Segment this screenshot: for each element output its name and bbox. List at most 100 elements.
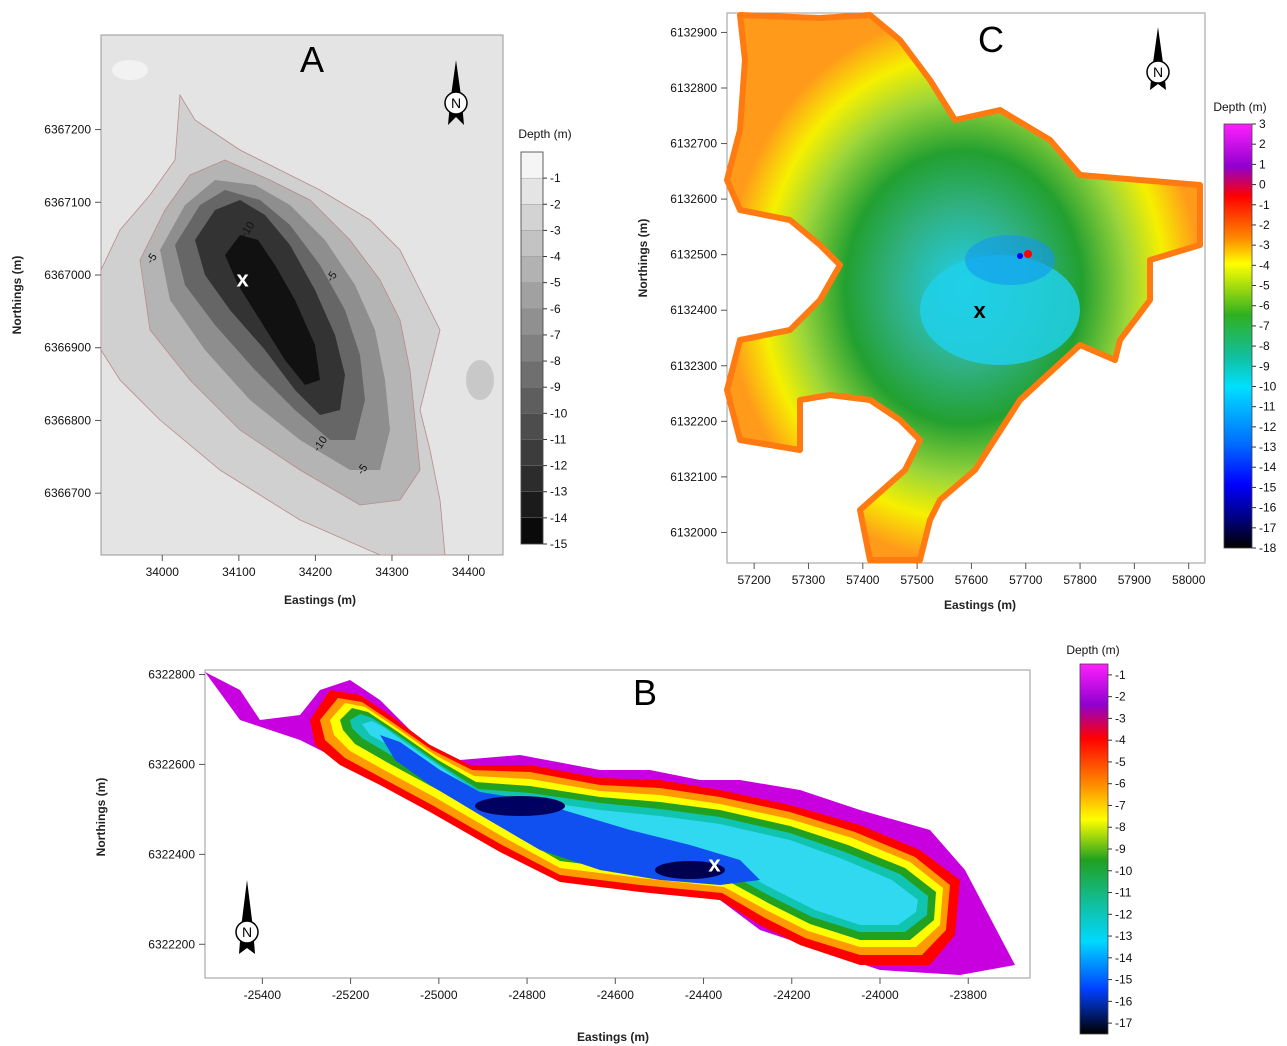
colorbar-tick-label: -10	[1259, 379, 1277, 393]
y-tick-label: 6366900	[44, 341, 91, 355]
colorbar-tick-label: -18	[1259, 541, 1277, 555]
panel-c-deep-zone	[965, 235, 1055, 285]
colorbar-step	[520, 282, 544, 309]
colorbar-tick-label: -1	[1115, 668, 1126, 682]
y-tick-label: 6366700	[44, 486, 91, 500]
colorbar-step	[520, 204, 544, 231]
panel-b-blue-core	[380, 735, 760, 885]
colorbar-step	[520, 308, 544, 336]
panel-b-location-marker: x	[708, 851, 721, 876]
panel-a-island	[112, 60, 148, 80]
colorbar-tick-label: -11	[1259, 400, 1276, 414]
colorbar-tick-label: -8	[1259, 339, 1270, 353]
colorbar-tick-label: -7	[1259, 319, 1270, 333]
y-tick-label: 6132000	[670, 525, 717, 539]
colorbar-tick-label: -11	[1115, 886, 1132, 900]
y-tick-label: 6367200	[44, 123, 91, 137]
x-tick-label: 34400	[452, 565, 486, 579]
panel-a-colorbar-title: Depth (m)	[518, 127, 571, 141]
panel-c-anomaly	[1024, 250, 1032, 258]
colorbar-tick-label: -5	[1115, 755, 1126, 769]
colorbar-step	[520, 334, 544, 362]
colorbar-tick-label: -5	[550, 276, 561, 290]
colorbar-tick-label: -16	[1259, 501, 1277, 515]
x-tick-label: 57700	[1009, 573, 1043, 587]
colorbar-tick-label: -8	[550, 354, 561, 368]
colorbar-tick-label: -6	[550, 302, 561, 316]
colorbar-step	[520, 517, 544, 545]
x-tick-label: 58000	[1172, 573, 1206, 587]
x-tick-label: 34200	[299, 565, 333, 579]
x-tick-label: -24000	[861, 988, 899, 1002]
panel-a-contour-labels: -5-10-5-10-5	[144, 220, 370, 477]
y-tick-label: 6132500	[670, 248, 717, 262]
y-tick-label: 6132200	[670, 414, 717, 428]
y-tick-label: 6132700	[670, 137, 717, 151]
colorbar-tick-label: -13	[1115, 929, 1133, 943]
colorbar-tick-label: -4	[550, 250, 561, 264]
colorbar-tick-label: -12	[1259, 420, 1277, 434]
x-tick-label: -24400	[685, 988, 723, 1002]
y-tick-label: 6366800	[44, 413, 91, 427]
colorbar-tick-label: -14	[1259, 460, 1277, 474]
colorbar-tick-label: -10	[1115, 864, 1133, 878]
panel-a-colorbar	[520, 151, 544, 545]
colorbar-tick-label: -17	[1115, 1016, 1133, 1030]
panel-b-label: B	[633, 672, 657, 713]
y-tick-label: 6322200	[148, 937, 195, 951]
x-tick-label: 34000	[146, 565, 180, 579]
colorbar-tick-label: -15	[1115, 973, 1133, 987]
colorbar-tick-label: -10	[550, 406, 568, 420]
panel-a-ylabel: Northings (m)	[10, 256, 24, 335]
panel-a-island	[466, 360, 494, 400]
tick-layer: 34000 34100 34200 34300 34400 6366700 6366800 6…	[44, 25, 1276, 1030]
panel-a-label: A	[300, 39, 324, 80]
colorbar-tick-label: -16	[1115, 994, 1133, 1008]
y-tick-label: 6132400	[670, 303, 717, 317]
x-tick-label: -24200	[773, 988, 811, 1002]
panel-c-anomaly	[1017, 253, 1023, 259]
x-tick-label: 57800	[1063, 573, 1097, 587]
colorbar-tick-label: -3	[1259, 238, 1270, 252]
colorbar-tick-label: -11	[550, 432, 567, 446]
x-tick-label: 57400	[846, 573, 880, 587]
x-tick-label: 57300	[792, 573, 826, 587]
colorbar-step	[520, 151, 544, 179]
colorbar-tick-label: -7	[1115, 798, 1126, 812]
y-tick-label: 6322800	[148, 667, 195, 681]
x-tick-label: -24600	[597, 988, 635, 1002]
colorbar-tick-label: -4	[1115, 733, 1126, 747]
panel-b-ylabel: Northings (m)	[94, 778, 108, 857]
colorbar-tick-label: -2	[1115, 690, 1126, 704]
colorbar-tick-label: -13	[1259, 440, 1277, 454]
y-tick-label: 6132800	[670, 81, 717, 95]
colorbar-tick-label: -13	[550, 485, 568, 499]
y-tick-label: 6367000	[44, 268, 91, 282]
panel-c-colorbar-title: Depth (m)	[1213, 100, 1266, 114]
y-tick-label: 6367100	[44, 195, 91, 209]
north-arrow-icon: N	[235, 880, 259, 954]
panel-c-colorbar	[1223, 123, 1253, 549]
x-tick-label: 57200	[737, 573, 771, 587]
panel-c-xlabel: Eastings (m)	[944, 598, 1016, 612]
colorbar-frame	[520, 151, 544, 545]
panel-c-deep-zone	[920, 255, 1080, 365]
colorbar-tick-label: -14	[1115, 951, 1133, 965]
colorbar-step	[520, 491, 544, 519]
colorbar-tick-label: -2	[550, 197, 561, 211]
colorbar-step	[520, 387, 544, 414]
panel-b-colorbar-title: Depth (m)	[1066, 643, 1119, 657]
panel-b	[204, 669, 1031, 979]
colorbar-tick-label: -15	[550, 537, 568, 551]
x-tick-label: -25000	[420, 988, 458, 1002]
y-tick-label: 6132100	[670, 470, 717, 484]
y-tick-label: 6132600	[670, 192, 717, 206]
x-tick-label: -25400	[244, 988, 282, 1002]
x-tick-label: 34100	[222, 565, 256, 579]
colorbar-tick-label: -1	[550, 171, 561, 185]
colorbar-tick-label: -9	[1259, 359, 1270, 373]
panel-b-deepest-zone	[475, 796, 565, 816]
panel-b-cyan-band	[362, 721, 918, 925]
x-tick-label: 57500	[900, 573, 934, 587]
